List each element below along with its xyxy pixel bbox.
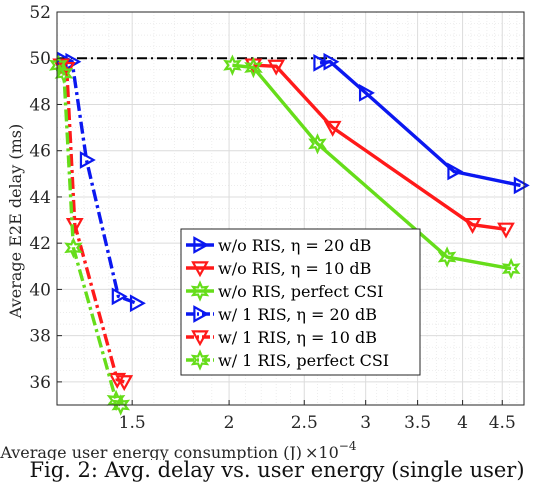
legend-label-0: w/o RIS, η = 20 dB bbox=[218, 236, 371, 255]
series-3-point-2 bbox=[79, 151, 96, 169]
series-2-point-2 bbox=[308, 133, 327, 155]
series-1-point-1 bbox=[267, 59, 286, 76]
x-tick-label-0: 1.5 bbox=[119, 413, 146, 433]
series-0-point-3 bbox=[447, 162, 464, 181]
series-line-1 bbox=[253, 63, 507, 231]
series-5-point-0 bbox=[49, 54, 68, 76]
x-tick-label-1: 2 bbox=[224, 413, 235, 433]
series-3-point-3 bbox=[111, 287, 128, 306]
series-0-point-0 bbox=[313, 53, 330, 72]
series-1-point-2 bbox=[323, 120, 342, 137]
series-0-point-2 bbox=[358, 84, 375, 102]
series-2-point-0 bbox=[223, 54, 242, 76]
legend-marker-3 bbox=[193, 305, 210, 323]
y-tick-label-0: 36 bbox=[29, 373, 51, 393]
series-lines bbox=[49, 51, 530, 416]
y-tick-label-3: 42 bbox=[29, 234, 51, 254]
series-4 bbox=[52, 58, 134, 392]
legend-label-2: w/o RIS, perfect CSI bbox=[218, 282, 383, 301]
y-tick-label-8: 52 bbox=[29, 3, 51, 23]
x-tick-label-2: 2.5 bbox=[291, 413, 318, 433]
x-tick-label-3: 3 bbox=[360, 413, 371, 433]
plot-frame bbox=[56, 11, 525, 406]
x-exponent-base: ×10 bbox=[305, 443, 339, 460]
legend: w/o RIS, η = 20 dB w/o RIS, η = 10 dB w/o … bbox=[180, 228, 421, 376]
series-5-point-4 bbox=[111, 394, 131, 416]
series-5 bbox=[49, 54, 131, 416]
legend-box bbox=[180, 228, 421, 376]
series-0-point-1 bbox=[323, 52, 340, 71]
series-5-point-2 bbox=[64, 237, 83, 259]
legend-label-5: w/ 1 RIS, perfect CSI bbox=[218, 351, 389, 370]
y-tick-label-1: 38 bbox=[29, 327, 51, 347]
series-1-point-3 bbox=[463, 217, 482, 234]
x-tick-label-4: 3.5 bbox=[404, 413, 431, 433]
y-tick-label-7: 50 bbox=[29, 49, 51, 69]
legend-marker-2 bbox=[190, 280, 210, 302]
series-2 bbox=[223, 54, 521, 280]
x-axis-exponent: ×10−4 bbox=[305, 439, 357, 460]
y-tick-label-6: 48 bbox=[29, 95, 51, 115]
series-0-point-4 bbox=[513, 176, 530, 195]
chart: 36 38 40 42 44 46 48 50 52 1.5 2 2.5 3 3.5 4 4.5 w/o RI… bbox=[0, 3, 530, 460]
legend-label-3: w/ 1 RIS, η = 20 dB bbox=[218, 305, 377, 324]
y-axis-label: Average E2E delay (ms) bbox=[6, 124, 25, 319]
figure-caption: Fig. 2: Avg. delay vs. user energy (sing… bbox=[29, 458, 525, 482]
series-2-point-1 bbox=[244, 56, 263, 79]
series-2-point-4 bbox=[501, 257, 521, 280]
legend-marker-5 bbox=[190, 349, 210, 371]
y-tick-label-4: 44 bbox=[29, 188, 51, 208]
series-3-point-4 bbox=[129, 294, 146, 313]
series-line-2 bbox=[232, 63, 512, 271]
legend-label-1: w/o RIS, η = 10 dB bbox=[218, 259, 371, 278]
x-tick-label-5: 4 bbox=[457, 413, 468, 433]
axis-ticks: 36 38 40 42 44 46 48 50 52 1.5 2 2.5 3 3.5 4 4.5 bbox=[29, 3, 515, 433]
legend-marker-4 bbox=[191, 330, 209, 347]
x-tick-label-6: 4.5 bbox=[489, 413, 516, 433]
series-1 bbox=[244, 58, 515, 239]
series-4-point-3 bbox=[108, 372, 127, 389]
series-2-point-3 bbox=[437, 246, 457, 268]
series-4-point-4 bbox=[115, 375, 134, 392]
y-tick-label-5: 46 bbox=[29, 142, 51, 162]
series-1-point-4 bbox=[497, 222, 515, 239]
series-line-3 bbox=[63, 58, 138, 305]
legend-marker-1 bbox=[191, 261, 209, 278]
legend-marker-0 bbox=[193, 236, 210, 254]
y-tick-label-2: 40 bbox=[29, 280, 51, 300]
series-line-0 bbox=[319, 59, 521, 188]
x-axis-label: Average user energy consumption (J) bbox=[0, 443, 302, 460]
x-exponent-power: −4 bbox=[339, 439, 357, 453]
series-0 bbox=[313, 52, 530, 195]
legend-label-4: w/ 1 RIS, η = 10 dB bbox=[218, 328, 377, 347]
